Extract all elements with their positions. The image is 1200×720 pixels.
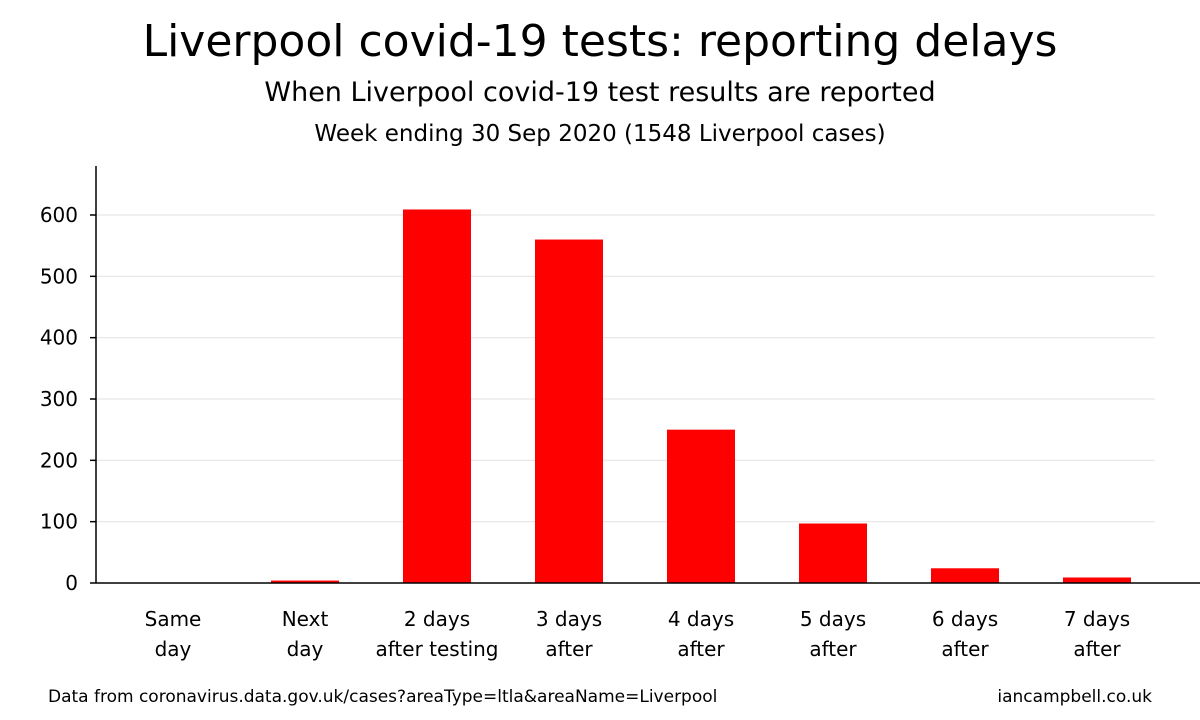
y-tick-label: 300 (40, 387, 78, 411)
y-tick-label: 400 (40, 326, 78, 350)
x-tick-label: after (941, 637, 989, 661)
x-tick-label: 7 days (1064, 607, 1130, 631)
y-tick-label: 200 (40, 448, 78, 472)
x-tick-label: 5 days (800, 607, 866, 631)
x-tick-label: Same (145, 607, 202, 631)
y-tick-label: 500 (40, 264, 78, 288)
grid-lines (96, 214, 1155, 523)
y-tick-label: 0 (65, 571, 78, 595)
x-tick-label: after (809, 637, 857, 661)
x-tick-label: after (1073, 637, 1121, 661)
axes (95, 166, 1200, 584)
x-tick-label: after (545, 637, 593, 661)
x-tick-labels: Same day Next day 2 days after testing 3 days a… (145, 607, 1131, 661)
x-tick-label: 2 days (404, 607, 470, 631)
bar (535, 239, 603, 584)
x-tick-label: day (287, 637, 324, 661)
author-credit: iancampbell.co.uk (997, 687, 1152, 707)
data-source-note: Data from coronavirus.data.gov.uk/cases?… (48, 687, 718, 707)
bar (1063, 577, 1131, 583)
bars (271, 209, 1131, 584)
bar (667, 429, 735, 583)
bar (931, 568, 999, 583)
x-tick-label: Next (282, 607, 329, 631)
x-tick-label: day (155, 637, 192, 661)
bar (271, 580, 339, 583)
x-tick-label: 3 days (536, 607, 602, 631)
x-tick-label: after testing (375, 637, 498, 661)
x-tick-label: after (677, 637, 725, 661)
x-tick-label: 6 days (932, 607, 998, 631)
bar (799, 523, 867, 583)
chart-period: Week ending 30 Sep 2020 (1548 Liverpool … (314, 121, 886, 147)
bar (403, 209, 471, 584)
chart-title: Liverpool covid-19 tests: reporting dela… (142, 16, 1058, 67)
x-tick-label: 4 days (668, 607, 734, 631)
y-tick-labels: 0 100 200 300 400 500 600 (40, 203, 96, 595)
chart-subtitle: When Liverpool covid-19 test results are… (264, 77, 936, 108)
y-tick-label: 600 (40, 203, 78, 227)
y-tick-label: 100 (40, 510, 78, 534)
